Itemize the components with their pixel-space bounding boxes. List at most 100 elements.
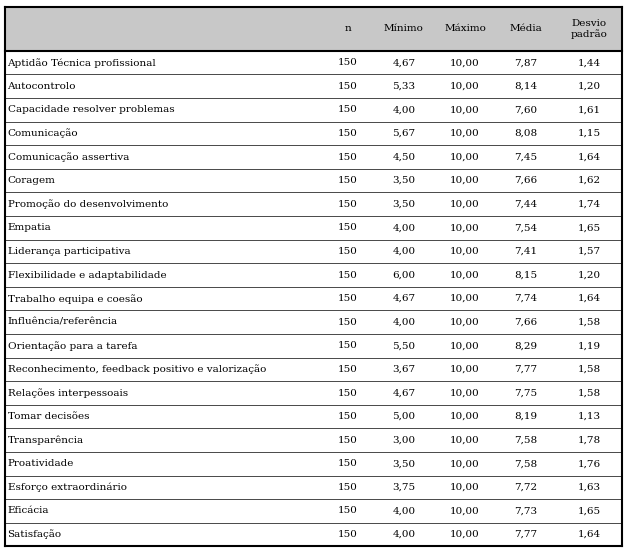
Text: 10,00: 10,00 bbox=[450, 82, 480, 91]
Text: 7,45: 7,45 bbox=[515, 153, 537, 161]
Text: 7,58: 7,58 bbox=[515, 460, 537, 468]
Text: Média: Média bbox=[510, 24, 542, 33]
Text: 150: 150 bbox=[338, 200, 358, 208]
Text: 10,00: 10,00 bbox=[450, 436, 480, 445]
Text: 5,50: 5,50 bbox=[393, 341, 416, 350]
Text: 1,58: 1,58 bbox=[577, 365, 601, 374]
Text: 10,00: 10,00 bbox=[450, 176, 480, 185]
Text: 150: 150 bbox=[338, 530, 358, 539]
Text: 150: 150 bbox=[338, 341, 358, 350]
Text: 10,00: 10,00 bbox=[450, 200, 480, 208]
Text: 1,63: 1,63 bbox=[577, 483, 601, 492]
Text: 8,15: 8,15 bbox=[515, 270, 537, 279]
Text: 1,44: 1,44 bbox=[577, 58, 601, 67]
Text: 1,64: 1,64 bbox=[577, 530, 601, 539]
Text: 7,44: 7,44 bbox=[515, 200, 537, 208]
Text: 1,74: 1,74 bbox=[577, 200, 601, 208]
Text: 7,66: 7,66 bbox=[515, 176, 537, 185]
Text: 10,00: 10,00 bbox=[450, 483, 480, 492]
Text: 7,58: 7,58 bbox=[515, 436, 537, 445]
Text: 4,67: 4,67 bbox=[393, 58, 416, 67]
Text: Promoção do desenvolvimento: Promoção do desenvolvimento bbox=[8, 199, 168, 209]
Text: 10,00: 10,00 bbox=[450, 389, 480, 398]
Text: 6,00: 6,00 bbox=[393, 270, 416, 279]
Text: 150: 150 bbox=[338, 58, 358, 67]
Text: 4,00: 4,00 bbox=[393, 223, 416, 232]
Text: 4,00: 4,00 bbox=[393, 106, 416, 114]
Text: 10,00: 10,00 bbox=[450, 58, 480, 67]
Text: 1,15: 1,15 bbox=[577, 129, 601, 138]
Text: 8,19: 8,19 bbox=[515, 412, 537, 421]
Text: 7,77: 7,77 bbox=[515, 530, 537, 539]
Text: 1,61: 1,61 bbox=[577, 106, 601, 114]
Text: Reconhecimento, feedback positivo e valorização: Reconhecimento, feedback positivo e valo… bbox=[8, 364, 266, 374]
Text: Eficácia: Eficácia bbox=[8, 507, 49, 515]
Text: Tomar decisões: Tomar decisões bbox=[8, 412, 89, 421]
Text: Autocontrolo: Autocontrolo bbox=[8, 82, 76, 91]
Text: 150: 150 bbox=[338, 460, 358, 468]
Text: Comunicação assertiva: Comunicação assertiva bbox=[8, 152, 129, 162]
Text: 7,54: 7,54 bbox=[515, 223, 537, 232]
Text: 10,00: 10,00 bbox=[450, 294, 480, 303]
Text: 7,74: 7,74 bbox=[515, 294, 537, 303]
Text: 1,64: 1,64 bbox=[577, 294, 601, 303]
Text: 4,67: 4,67 bbox=[393, 389, 416, 398]
Text: Transparência: Transparência bbox=[8, 435, 83, 445]
Text: 5,33: 5,33 bbox=[393, 82, 416, 91]
Text: Aptidão Técnica profissional: Aptidão Técnica profissional bbox=[8, 58, 156, 67]
Text: 150: 150 bbox=[338, 223, 358, 232]
Text: 8,08: 8,08 bbox=[515, 129, 537, 138]
Text: Liderança participativa: Liderança participativa bbox=[8, 247, 130, 256]
Text: 10,00: 10,00 bbox=[450, 365, 480, 374]
Text: 5,00: 5,00 bbox=[393, 412, 416, 421]
Text: Máximo: Máximo bbox=[444, 24, 486, 33]
Text: Desvio
padrão: Desvio padrão bbox=[571, 19, 608, 39]
Text: 10,00: 10,00 bbox=[450, 507, 480, 515]
Text: 4,00: 4,00 bbox=[393, 318, 416, 327]
Text: 4,00: 4,00 bbox=[393, 247, 416, 256]
Text: 10,00: 10,00 bbox=[450, 412, 480, 421]
Text: Influência/referência: Influência/referência bbox=[8, 318, 118, 327]
Text: 150: 150 bbox=[338, 247, 358, 256]
Text: 1,20: 1,20 bbox=[577, 82, 601, 91]
Text: Orientação para a tarefa: Orientação para a tarefa bbox=[8, 341, 137, 351]
Text: 1,65: 1,65 bbox=[577, 507, 601, 515]
Bar bbox=[5, 7, 622, 51]
Text: 3,75: 3,75 bbox=[393, 483, 416, 492]
Text: Mínimo: Mínimo bbox=[384, 24, 424, 33]
Text: 1,58: 1,58 bbox=[577, 318, 601, 327]
Text: 150: 150 bbox=[338, 507, 358, 515]
Text: 4,00: 4,00 bbox=[393, 507, 416, 515]
Text: 150: 150 bbox=[338, 129, 358, 138]
Text: 1,65: 1,65 bbox=[577, 223, 601, 232]
Text: Relações interpessoais: Relações interpessoais bbox=[8, 388, 128, 398]
Text: 150: 150 bbox=[338, 389, 358, 398]
Text: Proatividade: Proatividade bbox=[8, 460, 74, 468]
Text: 10,00: 10,00 bbox=[450, 223, 480, 232]
Text: 10,00: 10,00 bbox=[450, 270, 480, 279]
Text: 1,58: 1,58 bbox=[577, 389, 601, 398]
Text: 150: 150 bbox=[338, 436, 358, 445]
Text: Flexibilidade e adaptabilidade: Flexibilidade e adaptabilidade bbox=[8, 270, 166, 279]
Text: 10,00: 10,00 bbox=[450, 341, 480, 350]
Text: 150: 150 bbox=[338, 412, 358, 421]
Text: 10,00: 10,00 bbox=[450, 318, 480, 327]
Text: 150: 150 bbox=[338, 318, 358, 327]
Text: 10,00: 10,00 bbox=[450, 460, 480, 468]
Text: 4,67: 4,67 bbox=[393, 294, 416, 303]
Text: 150: 150 bbox=[338, 153, 358, 161]
Text: 7,66: 7,66 bbox=[515, 318, 537, 327]
Text: 1,13: 1,13 bbox=[577, 412, 601, 421]
Text: 10,00: 10,00 bbox=[450, 106, 480, 114]
Text: 3,67: 3,67 bbox=[393, 365, 416, 374]
Text: 150: 150 bbox=[338, 294, 358, 303]
Text: 8,29: 8,29 bbox=[515, 341, 537, 350]
Text: 3,50: 3,50 bbox=[393, 176, 416, 185]
Text: 1,62: 1,62 bbox=[577, 176, 601, 185]
Text: Esforço extraordinário: Esforço extraordinário bbox=[8, 483, 127, 492]
Text: 3,50: 3,50 bbox=[393, 460, 416, 468]
Text: 8,14: 8,14 bbox=[515, 82, 537, 91]
Text: 10,00: 10,00 bbox=[450, 153, 480, 161]
Text: 150: 150 bbox=[338, 176, 358, 185]
Text: Trabalho equipa e coesão: Trabalho equipa e coesão bbox=[8, 294, 142, 304]
